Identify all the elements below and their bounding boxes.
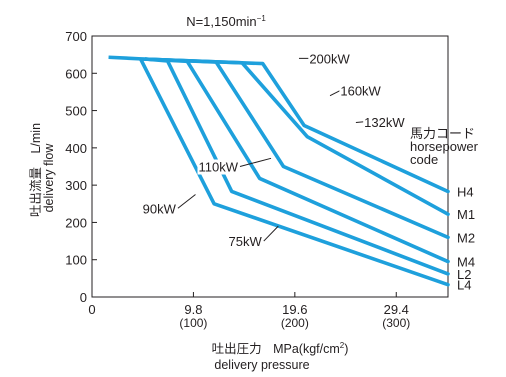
annotation-leader — [239, 157, 272, 167]
series-label-h4: H4 — [457, 184, 474, 199]
svg-text:吐出流量 L/min: 吐出流量 L/min — [29, 123, 43, 217]
x-axis-label-unit: MPa(kgf/cm — [273, 342, 340, 356]
x-axis-label-unit-sup: 2 — [340, 341, 345, 350]
legend-title-line: code — [410, 152, 438, 167]
y-tick-label: 300 — [65, 178, 87, 193]
annotation-label: 160kW — [340, 83, 381, 98]
series-label-m1: M1 — [457, 207, 475, 222]
y-tick-label: 400 — [65, 141, 87, 156]
chart-titles: N=1,150min−1 — [186, 14, 266, 29]
x-axis-label-unit-close: ) — [344, 342, 348, 356]
x-tick-sublabel: (100) — [179, 316, 207, 330]
axes — [91, 35, 449, 298]
legend-title-line: 馬力コード — [410, 126, 475, 141]
annotation-leader — [263, 225, 279, 242]
series-line-m2 — [144, 57, 450, 240]
x-tick-sublabel: (300) — [382, 316, 410, 330]
annotation-label-bg — [308, 51, 351, 67]
x-tick-sublabel: (200) — [281, 316, 309, 330]
y-tick-label: 700 — [65, 29, 87, 44]
series-label-l4: L4 — [457, 278, 471, 293]
annotation-label: 110kW — [198, 160, 238, 175]
x-tick-label: 29.4 — [384, 302, 409, 317]
y-axis-label-ja: 吐出流量 — [29, 167, 43, 217]
annotation-leader — [177, 194, 196, 209]
series-label-l2: L2 — [457, 267, 471, 282]
plot-frame — [91, 35, 449, 298]
series-label-m4: M4 — [457, 255, 475, 270]
annotation-label-bg — [339, 83, 382, 99]
annotation-label: 75kW — [229, 234, 263, 249]
x-axis-label-en: delivery pressure — [214, 358, 309, 372]
tick-labels: 0 100 200 300 400 500 600 700 0 9.8(100) 19.6(200)… — [65, 29, 410, 330]
annotations: 200kW 160kW 132kW 110kW 90kW 75kW — [141, 51, 406, 250]
series-line-l4 — [138, 57, 450, 287]
series-label-m2: M2 — [457, 230, 475, 245]
legend-title-line: horsepower — [410, 139, 479, 154]
svg-text:吐出圧力 MPa(kgf/cm2): 吐出圧力 MPa(kgf/cm2) — [212, 341, 349, 356]
x-axis-label-ja: 吐出圧力 — [212, 342, 262, 356]
y-tick-label: 500 — [65, 104, 87, 119]
annotation-leader — [355, 121, 365, 124]
x-tick-label: 19.6 — [282, 302, 307, 317]
annotation-label-bg — [197, 159, 239, 175]
chart-title: N=1,150min−1 — [186, 14, 266, 29]
annotation-label: 132kW — [364, 115, 405, 130]
y-axis-label-unit: L/min — [29, 123, 43, 154]
x-tick-label: 0 — [88, 302, 95, 317]
x-axis-label: 吐出圧力 MPa(kgf/cm2) delivery pressure — [212, 341, 349, 372]
y-tick-label: 100 — [65, 253, 87, 268]
annotation-label-bg — [363, 114, 406, 130]
y-axis-label: 吐出流量 L/min delivery flow — [29, 123, 56, 217]
y-tick-label: 0 — [80, 290, 87, 305]
series-lines — [108, 55, 450, 287]
annotation-leader — [329, 89, 341, 97]
x-tick-label: 9.8 — [184, 302, 202, 317]
y-tick-label: 600 — [65, 66, 87, 81]
series-line-m1 — [144, 57, 450, 217]
annotation-label: 90kW — [143, 201, 177, 216]
annotation-label: 200kW — [309, 51, 350, 66]
series-line-l2 — [144, 57, 450, 276]
annotation-label-bg — [227, 234, 263, 250]
y-tick-label: 200 — [65, 215, 87, 230]
annotation-label-bg — [141, 201, 177, 217]
y-axis-label-en: delivery flow — [42, 143, 56, 213]
